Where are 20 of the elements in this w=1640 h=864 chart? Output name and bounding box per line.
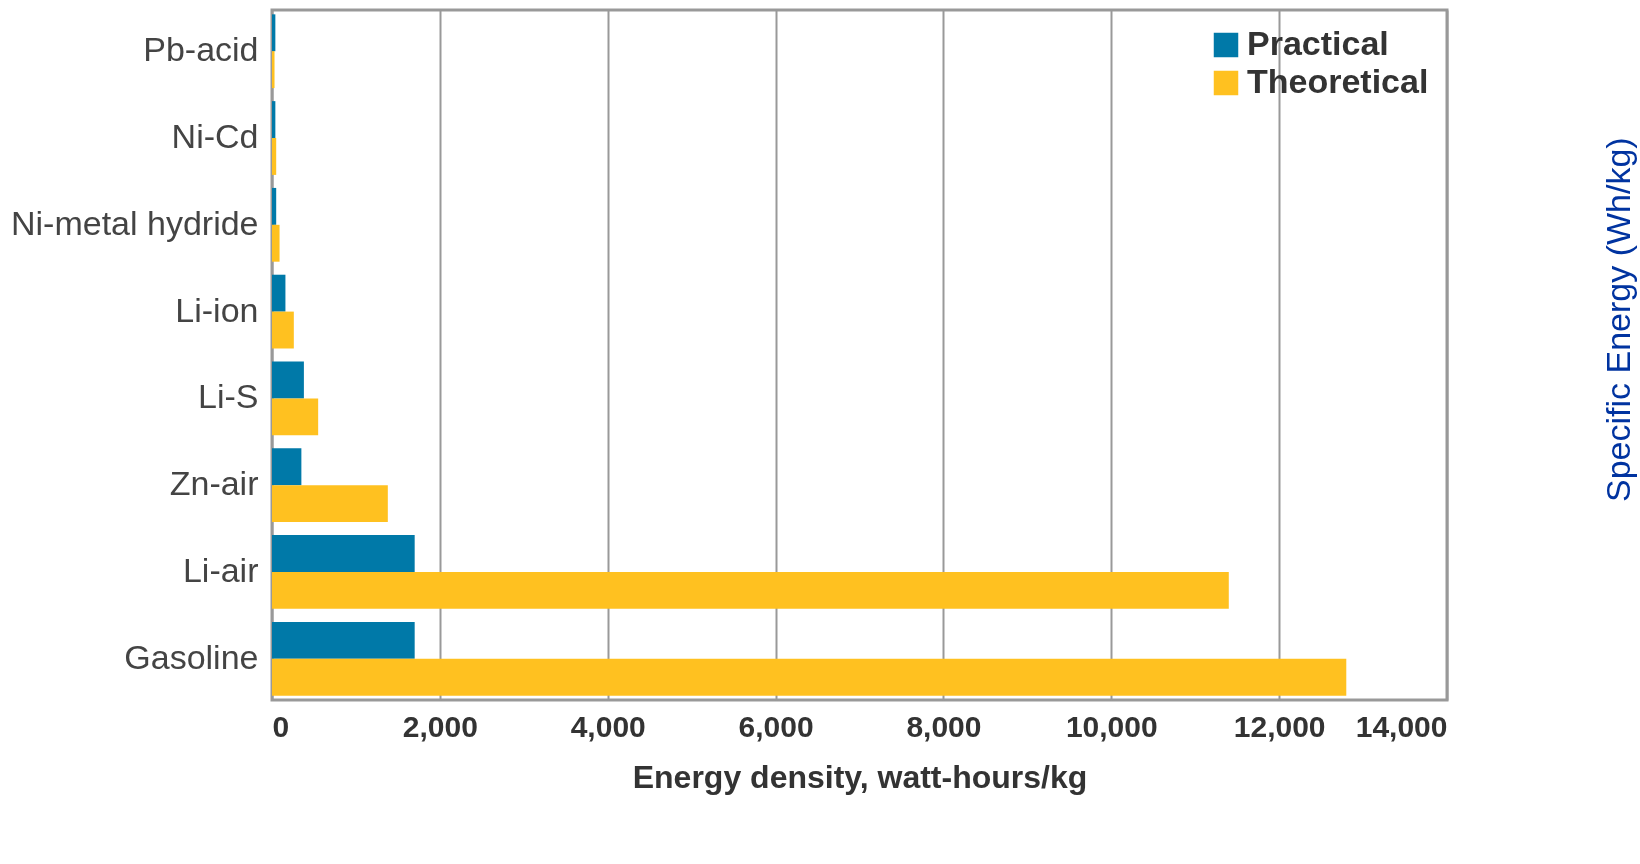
legend-label: Theoretical <box>1247 62 1429 100</box>
y-tick-label: Li-air <box>182 550 259 589</box>
legend-label: Practical <box>1247 24 1389 62</box>
x-axis-title: Energy density, watt-hours/kg <box>632 758 1088 795</box>
y-tick-label: Gasoline <box>124 637 259 676</box>
x-tick-label: 8,000 <box>906 709 982 743</box>
y-tick-label: Zn-air <box>169 464 259 503</box>
y2-axis-title: Specific Energy (Wh/kg) <box>1599 136 1638 505</box>
x-tick-label: 14,000 <box>1355 709 1448 743</box>
y-tick-label: Ni-metal hydride <box>10 203 259 242</box>
x-tick-label: 2,000 <box>402 709 478 743</box>
x-tick-label: 6,000 <box>738 709 814 743</box>
x-tick-label: 0 <box>272 709 290 743</box>
x-tick-label: 4,000 <box>570 709 646 743</box>
y-tick-label: Ni-Cd <box>171 117 259 156</box>
x-tick-label: 12,000 <box>1233 709 1326 743</box>
x-tick-label: 10,000 <box>1065 709 1158 743</box>
y-tick-label: Li-ion <box>175 290 259 329</box>
y-tick-label: Pb-acid <box>143 30 259 69</box>
y-tick-label: Li-S <box>198 377 259 416</box>
